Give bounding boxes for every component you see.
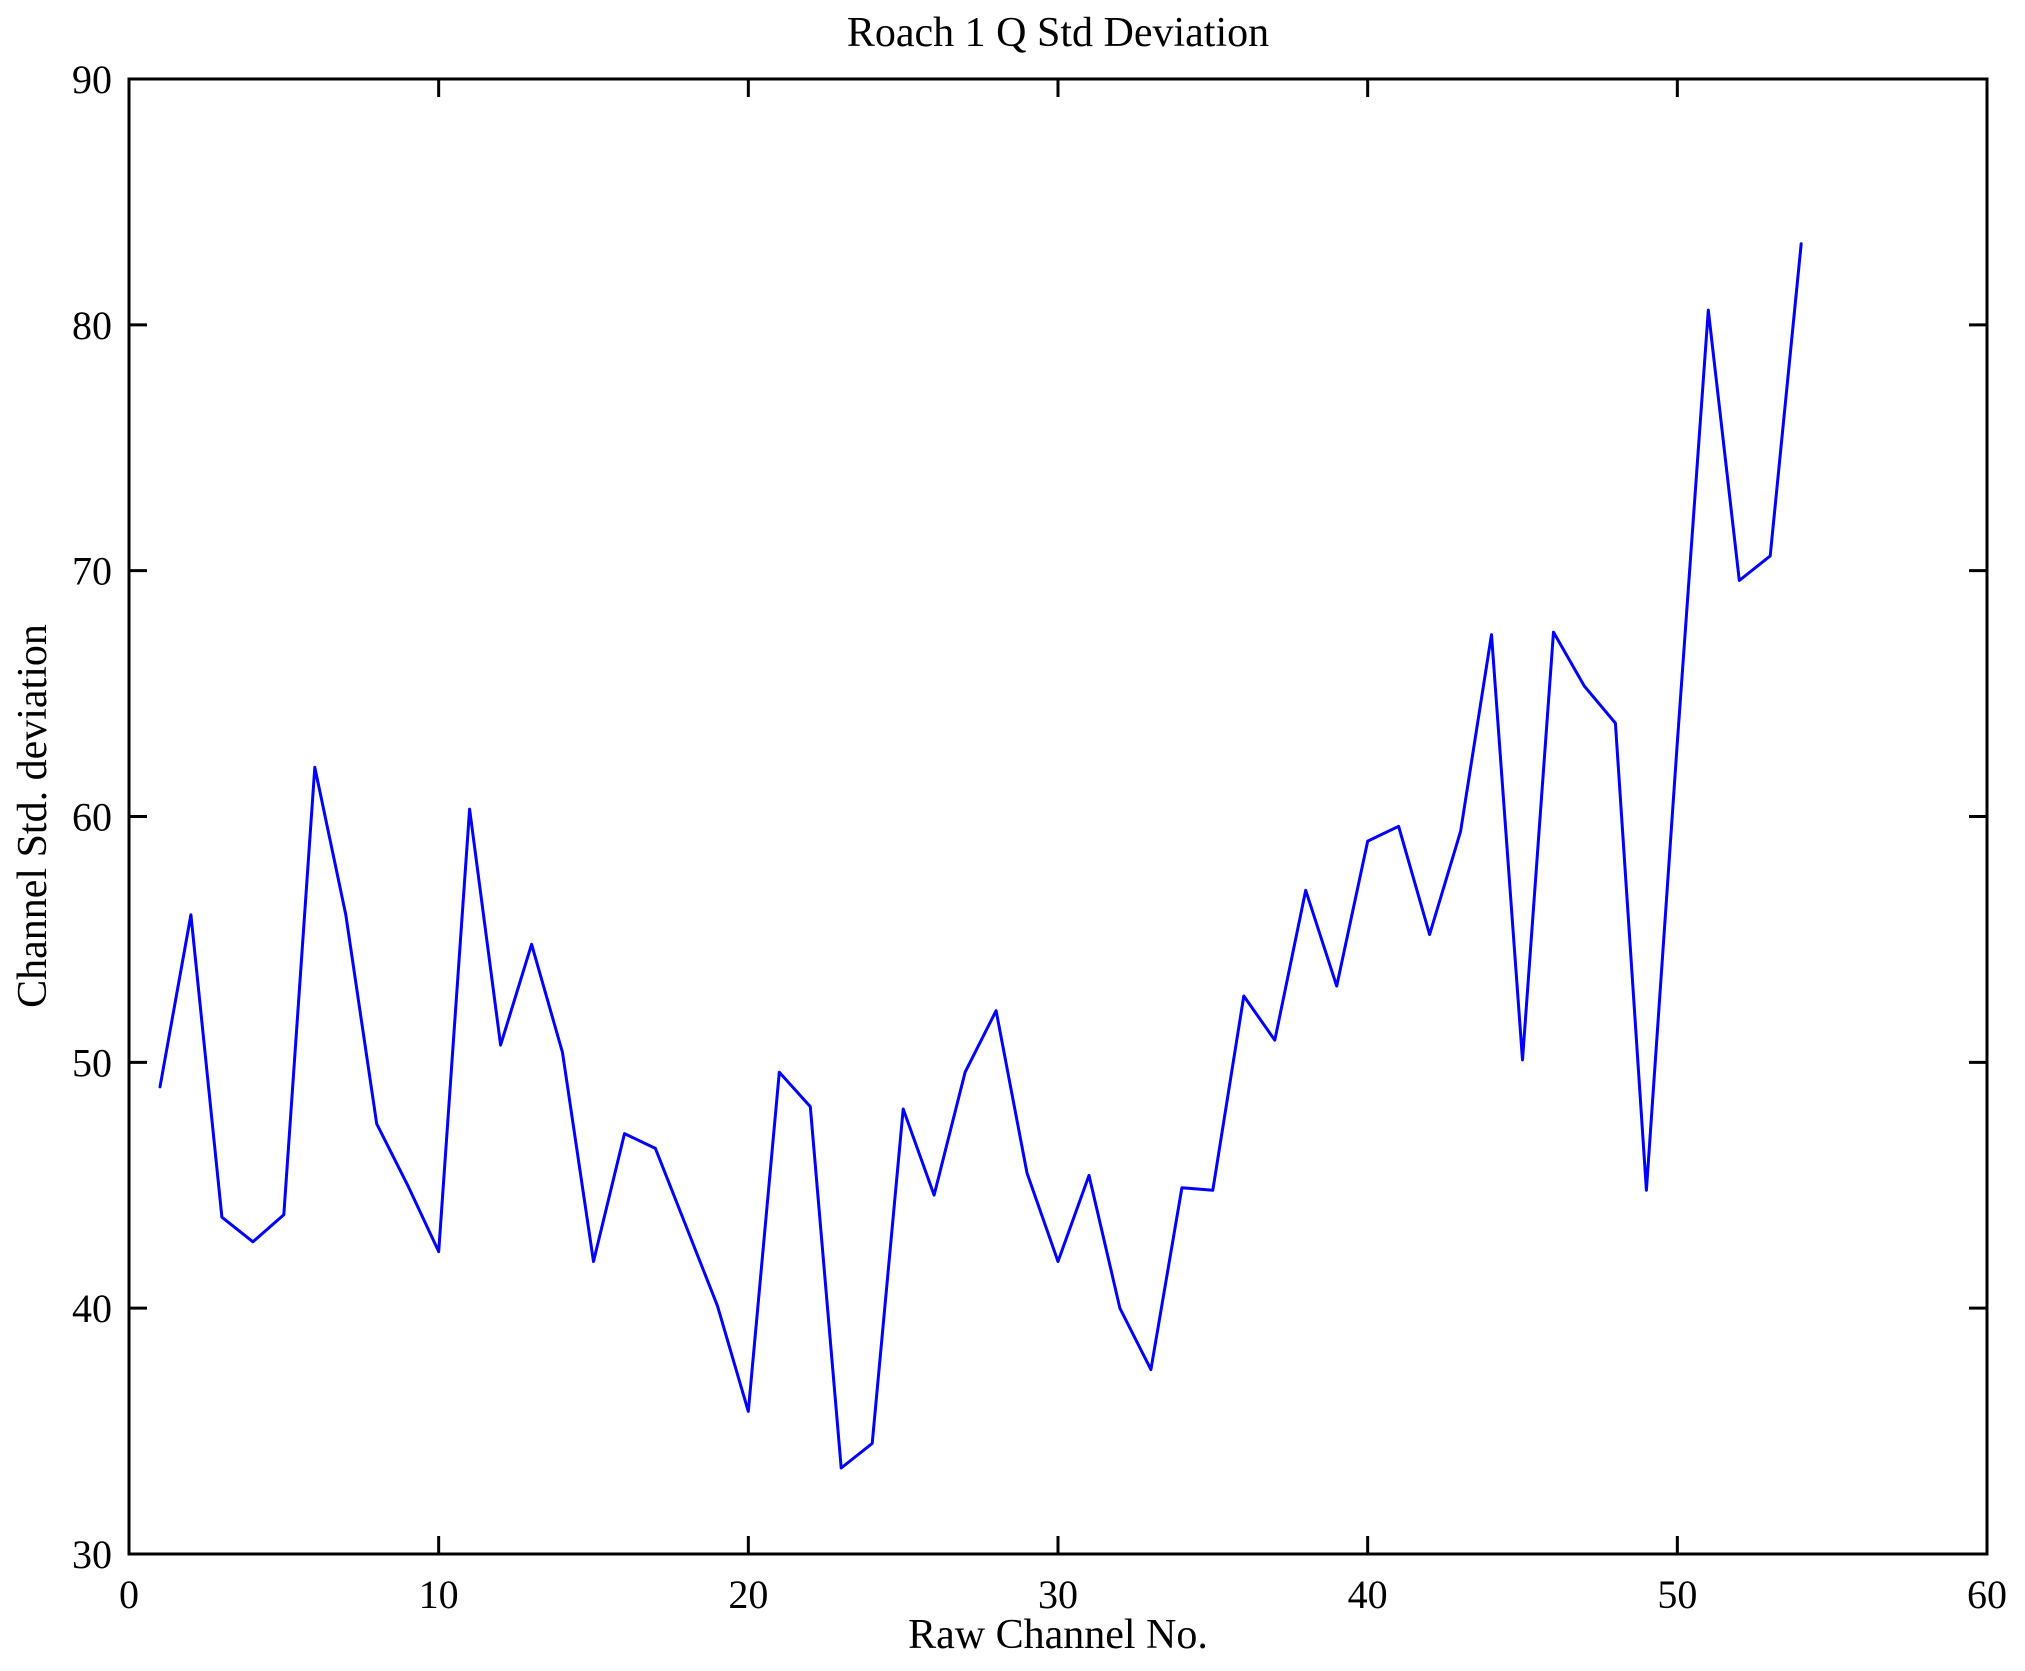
x-tick-label: 0 <box>119 1572 139 1617</box>
y-tick-label: 40 <box>72 1286 112 1331</box>
x-axis-label: Raw Channel No. <box>908 1612 1208 1658</box>
axis-ticks <box>129 79 1987 1554</box>
y-tick-label: 80 <box>72 303 112 348</box>
y-tick-label: 90 <box>72 57 112 102</box>
data-line <box>158 242 1803 1470</box>
x-tick-label: 60 <box>1967 1572 2007 1617</box>
x-tick-label: 20 <box>728 1572 768 1617</box>
axes-box <box>127 77 1989 1556</box>
y-tick-label: 70 <box>72 549 112 594</box>
x-tick-label: 40 <box>1348 1572 1388 1617</box>
x-tick-label: 30 <box>1038 1572 1078 1617</box>
y-tick-label: 60 <box>72 795 112 840</box>
chart-title: Roach 1 Q Std Deviation <box>847 10 1269 56</box>
axis-tick-labels: 0 10 20 30 40 50 60 30 40 50 60 70 80 90 <box>72 57 2007 1617</box>
x-tick-label: 50 <box>1657 1572 1697 1617</box>
y-axis-label: Channel Std. deviation <box>10 624 56 1008</box>
x-tick-label: 10 <box>419 1572 459 1617</box>
y-tick-label: 50 <box>72 1040 112 1085</box>
y-tick-label: 30 <box>72 1532 112 1577</box>
